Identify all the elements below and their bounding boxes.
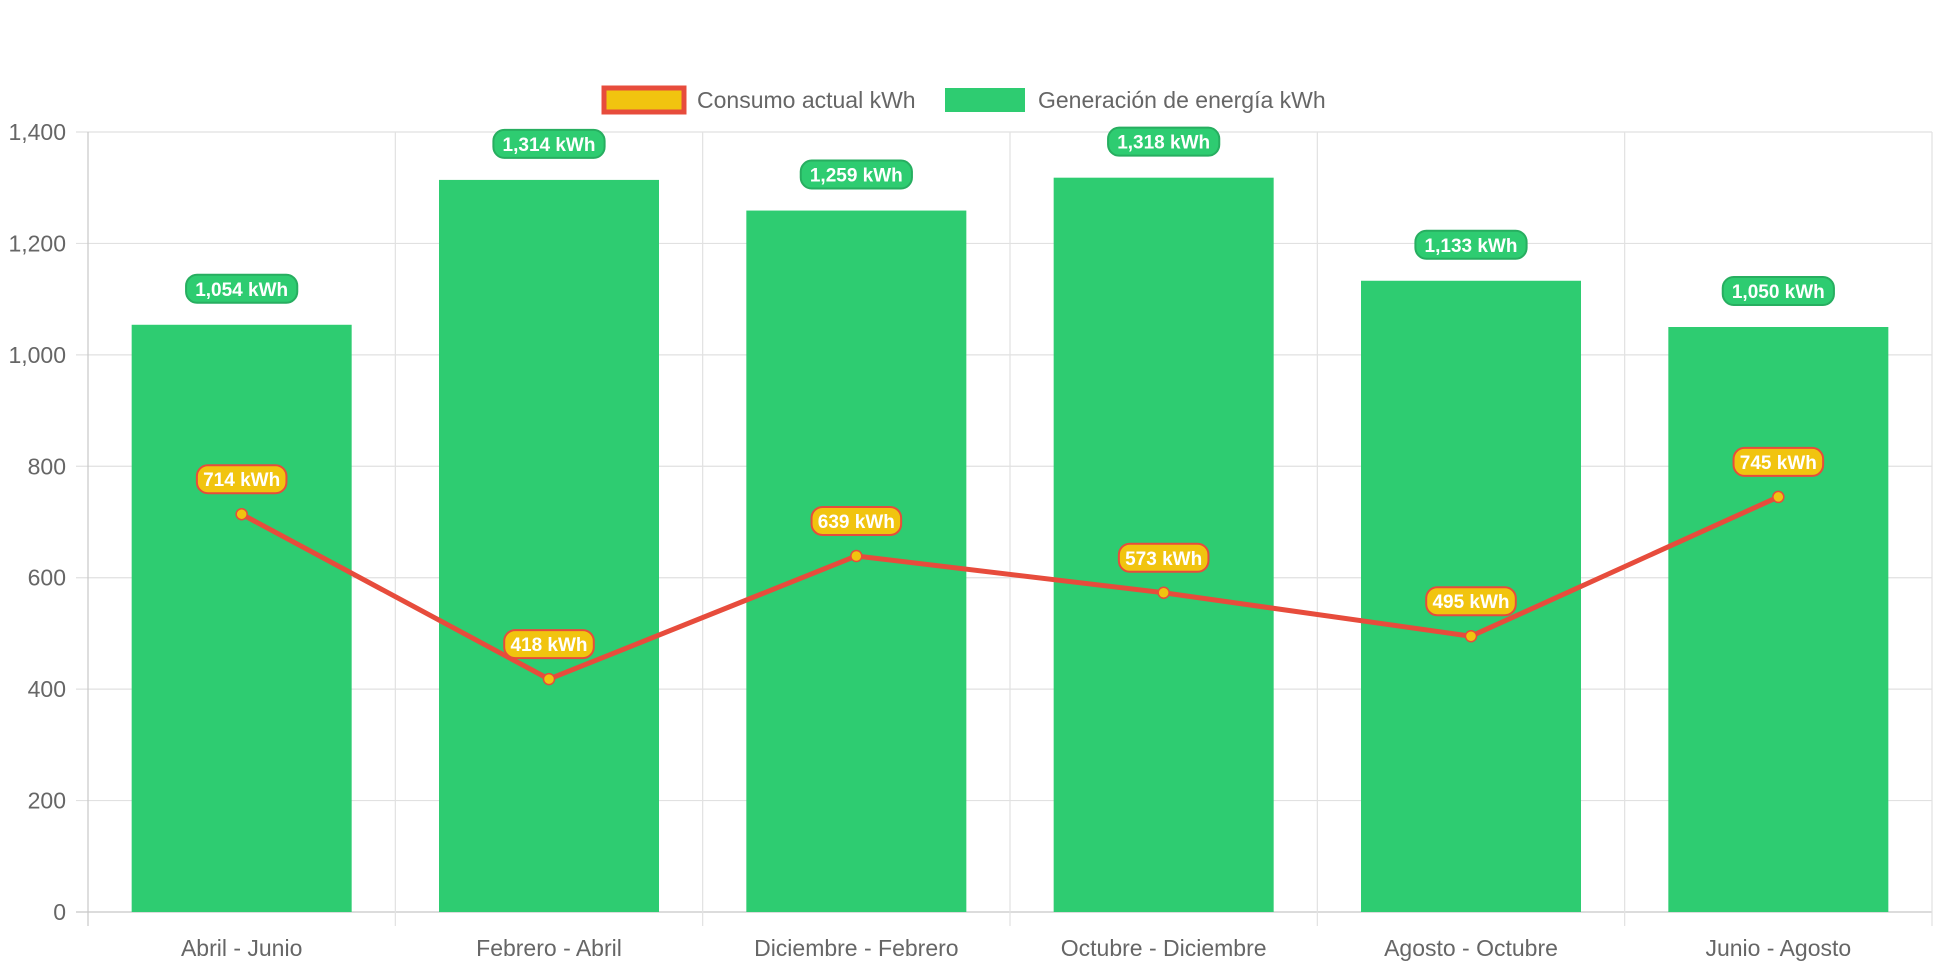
bars: [131, 177, 1889, 913]
x-tick-label: Abril - Junio: [181, 935, 302, 961]
legend[interactable]: Consumo actual kWh Generación de energía …: [601, 85, 1326, 115]
line-data-label-bg: [195, 464, 288, 495]
legend-swatch-consumption: [601, 85, 687, 115]
legend-swatch-generation: [945, 88, 1025, 112]
consumption-point: [1772, 490, 1785, 504]
line-data-label-bg: [1732, 446, 1825, 477]
consumption-line-path: [240, 494, 1780, 682]
line-data-label: 573 kWh: [1125, 549, 1202, 570]
legend-label-generation: Generación de energía kWh: [1038, 87, 1326, 113]
y-tick-label: 800: [28, 453, 66, 479]
bar-data-label-bg: [1721, 276, 1835, 306]
consumption-point: [850, 549, 863, 563]
data-labels: 1,054 kWh 1,314 kWh 1,259 kWh 1,318 kWh 1,13…: [185, 126, 1835, 660]
x-axis: Abril - Junio Febrero - Abril Diciembre - …: [181, 935, 1851, 961]
y-tick-label: 400: [28, 676, 66, 702]
bar-data-label-bg: [799, 159, 913, 190]
x-tick-label: Agosto - Octubre: [1384, 935, 1558, 961]
bar-data-label-bg: [492, 128, 606, 159]
legend-label-consumption: Consumo actual kWh: [697, 87, 916, 113]
line-data-label: 745 kWh: [1740, 453, 1817, 474]
y-tick-label: 1,200: [8, 230, 66, 256]
consumption-point: [1464, 629, 1478, 643]
x-tick-label: Junio - Agosto: [1705, 935, 1851, 961]
consumption-point: [1157, 586, 1170, 600]
y-tick-label: 0: [53, 899, 66, 925]
line-data-label-bg: [503, 629, 595, 660]
bar-data-label: 1,050 kWh: [1732, 282, 1825, 303]
consumption-line: [235, 490, 1785, 686]
bar-data-label: 1,133 kWh: [1425, 236, 1518, 257]
bar-data-label: 1,314 kWh: [503, 135, 596, 156]
y-axis: 0 200 400 600 800 1,000 1,200 1,400: [8, 119, 66, 925]
legend-item-consumption[interactable]: Consumo actual kWh: [601, 85, 916, 115]
grid: [76, 131, 1933, 926]
line-data-label: 495 kWh: [1432, 592, 1509, 613]
y-tick-label: 200: [28, 788, 66, 814]
x-tick-label: Febrero - Abril: [476, 935, 622, 961]
bar-data-label-bg: [1414, 229, 1528, 260]
y-tick-label: 600: [28, 565, 66, 591]
bar-data-label-bg: [1107, 126, 1221, 157]
y-tick-label: 1,400: [8, 119, 66, 145]
bar-data-label: 1,318 kWh: [1117, 133, 1210, 154]
consumption-point: [542, 672, 556, 686]
x-tick-label: Octubre - Diciembre: [1061, 935, 1267, 961]
generation-bar: [439, 179, 659, 912]
x-tick-label: Diciembre - Febrero: [754, 935, 959, 961]
line-data-label-bg: [1425, 586, 1517, 617]
generation-bar: [1668, 327, 1889, 912]
line-data-label-bg: [810, 505, 903, 536]
line-data-label: 418 kWh: [510, 635, 587, 656]
bar-data-label: 1,259 kWh: [810, 166, 903, 187]
line-data-label: 639 kWh: [818, 512, 895, 533]
bar-data-label: 1,054 kWh: [195, 280, 288, 301]
consumption-point: [235, 507, 248, 521]
line-data-label-bg: [1117, 542, 1210, 573]
line-data-label: 714 kWh: [203, 470, 280, 491]
legend-item-generation[interactable]: Generación de energía kWh: [945, 87, 1326, 113]
bar-data-label-bg: [185, 273, 299, 304]
y-tick-label: 1,000: [8, 342, 66, 368]
generation-bar: [131, 324, 352, 912]
